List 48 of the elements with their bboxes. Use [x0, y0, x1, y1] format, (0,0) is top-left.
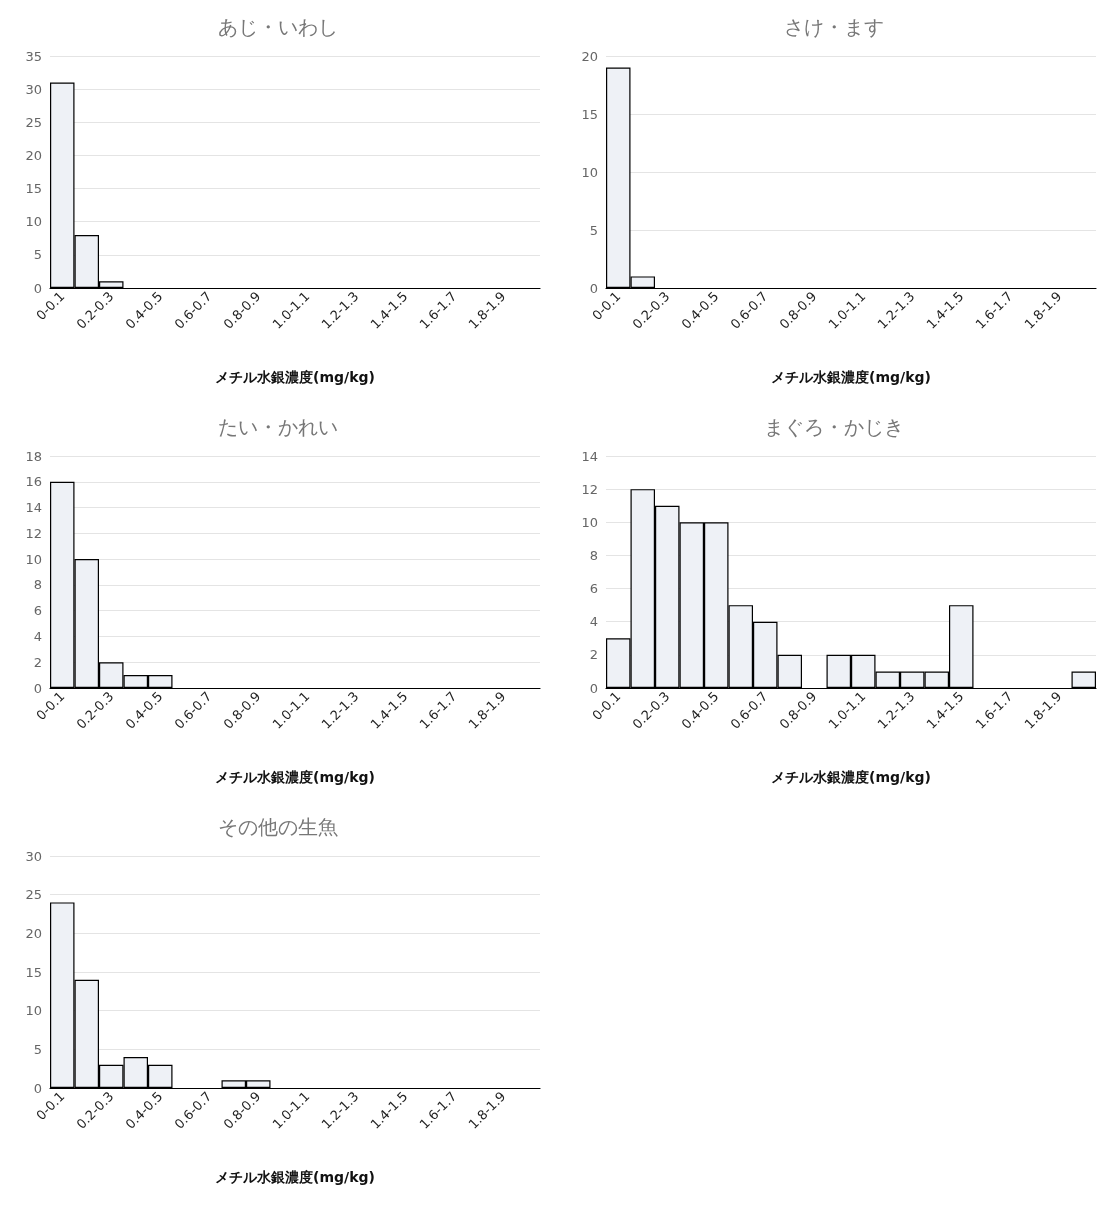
y-tick-label: 15 — [581, 106, 598, 122]
y-tick-label: 10 — [581, 514, 598, 530]
x-axis-title: メチル水銀濃度(mg/kg) — [215, 369, 375, 385]
y-tick-label: 14 — [581, 448, 598, 464]
y-tick-label: 18 — [25, 448, 42, 464]
chart-title: さけ・ます — [784, 15, 884, 39]
y-tick-label: 0 — [589, 280, 598, 296]
y-tick-label: 25 — [25, 114, 42, 130]
y-tick-label: 10 — [25, 214, 42, 230]
x-axis-title: メチル水銀濃度(mg/kg) — [771, 369, 931, 385]
chart-title: あじ・いわし — [218, 15, 338, 39]
y-tick-label: 15 — [25, 964, 42, 980]
y-tick-label: 20 — [25, 925, 42, 941]
y-tick-label: 6 — [589, 581, 598, 597]
chart-title: その他の生魚 — [218, 815, 338, 839]
y-tick-label: 5 — [33, 247, 42, 263]
y-tick-label: 2 — [589, 647, 598, 663]
y-tick-label: 0 — [33, 280, 42, 296]
x-axis-title: メチル水銀濃度(mg/kg) — [771, 769, 931, 785]
y-tick-label: 5 — [589, 222, 598, 238]
y-tick-label: 12 — [25, 525, 42, 541]
chart-title: たい・かれい — [218, 415, 338, 439]
y-tick-label: 2 — [33, 654, 42, 670]
y-tick-label: 0 — [33, 680, 42, 696]
y-tick-label: 35 — [25, 48, 42, 64]
y-tick-label: 10 — [581, 164, 598, 180]
x-axis-title: メチル水銀濃度(mg/kg) — [215, 1169, 375, 1185]
y-tick-label: 8 — [33, 577, 42, 593]
y-tick-label: 8 — [589, 547, 598, 563]
y-tick-label: 15 — [25, 181, 42, 197]
y-tick-label: 30 — [25, 81, 42, 97]
y-tick-label: 10 — [25, 551, 42, 567]
y-tick-label: 10 — [25, 1003, 42, 1019]
y-tick-label: 6 — [33, 603, 42, 619]
y-tick-label: 5 — [33, 1041, 42, 1057]
x-axis-title: メチル水銀濃度(mg/kg) — [215, 769, 375, 785]
y-tick-label: 0 — [589, 680, 598, 696]
y-tick-label: 16 — [25, 474, 42, 490]
y-tick-label: 20 — [25, 147, 42, 163]
y-tick-label: 0 — [33, 1080, 42, 1096]
chart-title: まぐろ・かじき — [764, 415, 904, 439]
y-tick-label: 20 — [581, 48, 598, 64]
y-tick-label: 30 — [25, 848, 42, 864]
y-tick-label: 25 — [25, 887, 42, 903]
y-tick-label: 14 — [25, 500, 42, 516]
y-tick-label: 4 — [33, 628, 42, 644]
y-tick-label: 4 — [589, 614, 598, 630]
y-tick-label: 12 — [581, 481, 598, 497]
